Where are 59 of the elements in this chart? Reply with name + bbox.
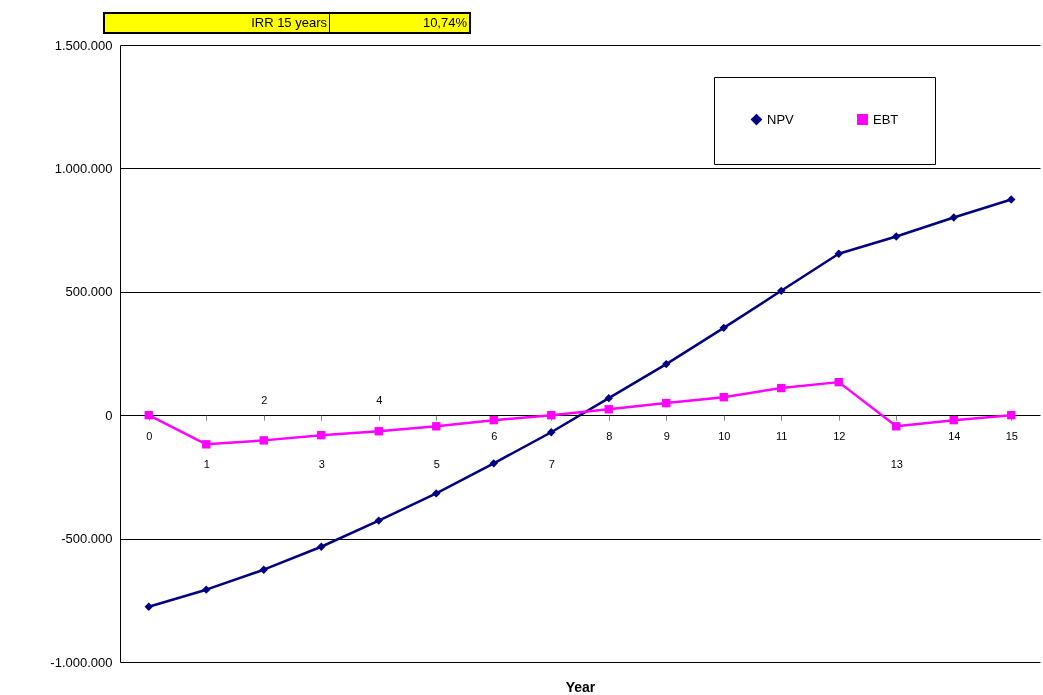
point bbox=[489, 459, 498, 468]
point bbox=[834, 249, 843, 258]
point bbox=[777, 286, 786, 295]
point bbox=[547, 428, 556, 437]
x-tick-label: 1 bbox=[203, 457, 210, 470]
x-tick-label: 12 bbox=[833, 429, 846, 442]
point bbox=[604, 405, 613, 414]
point bbox=[259, 565, 268, 574]
point bbox=[432, 489, 441, 498]
point bbox=[432, 422, 441, 431]
y-tick-label: 500.000 bbox=[65, 284, 113, 300]
x-tick-label: 7 bbox=[548, 457, 555, 470]
y-tick-label: 1.000.000 bbox=[54, 160, 113, 176]
point bbox=[604, 393, 613, 403]
point bbox=[317, 431, 326, 440]
text: 10,74% bbox=[421, 14, 468, 32]
x-tick-label: 11 bbox=[776, 429, 788, 442]
point bbox=[547, 411, 556, 420]
point bbox=[662, 359, 671, 369]
point bbox=[317, 542, 326, 551]
x-tick-label: 13 bbox=[890, 457, 903, 470]
point bbox=[1007, 195, 1016, 204]
x-tick-label: 9 bbox=[663, 429, 670, 442]
point bbox=[202, 585, 211, 594]
y-tick-label: 1.500.000 bbox=[54, 37, 113, 53]
point bbox=[834, 377, 843, 387]
y-tick-label: -1.000.000 bbox=[50, 654, 113, 670]
point bbox=[374, 427, 383, 436]
point bbox=[777, 383, 786, 393]
text: IRR 15 years bbox=[105, 14, 330, 32]
point bbox=[489, 415, 498, 425]
x-tick-label: 8 bbox=[606, 429, 613, 442]
x-tick-label: 10 bbox=[718, 429, 731, 442]
point bbox=[202, 440, 211, 449]
point bbox=[949, 213, 958, 222]
legend-label: EBT bbox=[873, 111, 899, 127]
point bbox=[662, 398, 671, 408]
y-tick-label: -500.000 bbox=[61, 531, 113, 547]
x-tick-label: 6 bbox=[491, 429, 498, 442]
point bbox=[719, 393, 728, 402]
point bbox=[374, 516, 383, 525]
y-tick-label: 0 bbox=[105, 407, 113, 423]
point bbox=[949, 415, 958, 425]
x-tick-label: 0 bbox=[146, 429, 153, 442]
point bbox=[1007, 411, 1016, 420]
x-tick-label: 3 bbox=[318, 457, 325, 470]
x-tick-label: 5 bbox=[433, 457, 440, 470]
x-tick-label: 14 bbox=[948, 429, 961, 442]
point bbox=[892, 232, 901, 241]
point bbox=[259, 436, 268, 445]
x-tick-label: 15 bbox=[1005, 429, 1018, 442]
x-tick-label: 2 bbox=[261, 393, 268, 406]
point bbox=[144, 411, 153, 420]
point bbox=[144, 602, 153, 611]
x-axis-title: Year bbox=[565, 678, 596, 695]
x-tick-label: 4 bbox=[376, 393, 383, 406]
legend-label: NPV bbox=[767, 111, 795, 127]
point bbox=[892, 422, 901, 431]
point bbox=[719, 323, 728, 333]
